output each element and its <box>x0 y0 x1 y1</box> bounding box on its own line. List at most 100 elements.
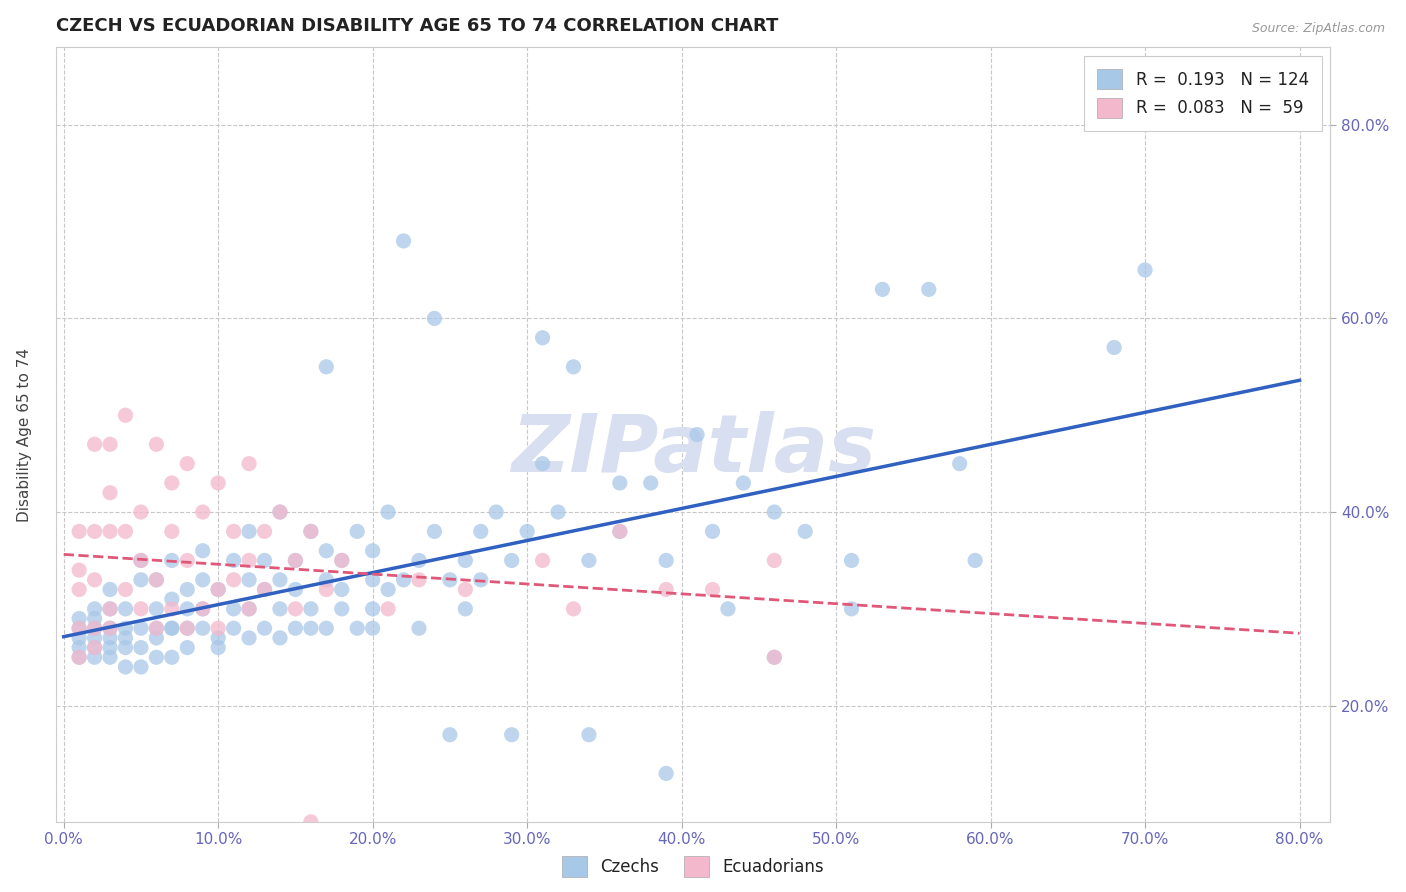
Point <box>253 582 276 597</box>
Point <box>114 640 136 655</box>
Point <box>562 359 585 374</box>
Point <box>67 650 90 665</box>
Point <box>98 621 121 635</box>
Point <box>408 621 430 635</box>
Point <box>330 582 353 597</box>
Point <box>98 640 121 655</box>
Point <box>83 640 105 655</box>
Point <box>423 524 446 539</box>
Point <box>872 282 894 296</box>
Point <box>176 602 198 616</box>
Point <box>1133 263 1156 277</box>
Point <box>578 553 600 567</box>
Point <box>439 728 461 742</box>
Point <box>269 505 291 519</box>
Point <box>98 631 121 645</box>
Point <box>160 650 183 665</box>
Point <box>145 573 167 587</box>
Point <box>299 602 322 616</box>
Point <box>531 553 554 567</box>
Point <box>114 409 136 423</box>
Point <box>794 524 817 539</box>
Point <box>253 582 276 597</box>
Point <box>145 650 167 665</box>
Point <box>655 553 678 567</box>
Point <box>129 553 152 567</box>
Point <box>98 485 121 500</box>
Point <box>98 602 121 616</box>
Point <box>160 621 183 635</box>
Point <box>470 524 492 539</box>
Point <box>578 728 600 742</box>
Point <box>299 814 322 829</box>
Point <box>408 573 430 587</box>
Point <box>207 475 229 490</box>
Point <box>408 553 430 567</box>
Point <box>392 573 415 587</box>
Point <box>640 475 662 490</box>
Text: CZECH VS ECUADORIAN DISABILITY AGE 65 TO 74 CORRELATION CHART: CZECH VS ECUADORIAN DISABILITY AGE 65 TO… <box>56 17 779 35</box>
Point <box>763 505 786 519</box>
Point <box>83 573 105 587</box>
Point <box>67 631 90 645</box>
Point <box>315 543 337 558</box>
Point <box>145 621 167 635</box>
Point <box>238 457 260 471</box>
Point <box>361 573 384 587</box>
Point <box>299 524 322 539</box>
Point <box>67 650 90 665</box>
Point <box>207 582 229 597</box>
Point <box>315 621 337 635</box>
Point <box>330 602 353 616</box>
Point <box>238 631 260 645</box>
Point <box>176 582 198 597</box>
Point <box>315 582 337 597</box>
Point <box>841 602 863 616</box>
Point <box>129 640 152 655</box>
Text: ZIPatlas: ZIPatlas <box>510 411 876 489</box>
Point <box>191 621 214 635</box>
Point <box>145 602 167 616</box>
Point <box>129 505 152 519</box>
Point <box>330 553 353 567</box>
Point <box>346 524 368 539</box>
Point <box>346 621 368 635</box>
Point <box>702 582 724 597</box>
Point <box>114 524 136 539</box>
Point <box>717 602 740 616</box>
Point <box>129 660 152 674</box>
Point <box>299 621 322 635</box>
Point <box>454 553 477 567</box>
Point <box>191 573 214 587</box>
Point <box>98 650 121 665</box>
Point <box>609 475 631 490</box>
Point <box>83 611 105 625</box>
Point <box>253 621 276 635</box>
Point <box>129 573 152 587</box>
Point <box>145 573 167 587</box>
Point <box>129 553 152 567</box>
Point <box>562 602 585 616</box>
Point <box>299 524 322 539</box>
Point <box>191 543 214 558</box>
Point <box>655 582 678 597</box>
Point <box>423 311 446 326</box>
Point <box>377 582 399 597</box>
Point <box>207 640 229 655</box>
Point <box>114 582 136 597</box>
Point <box>686 427 709 442</box>
Point <box>83 640 105 655</box>
Point <box>470 573 492 587</box>
Point <box>269 602 291 616</box>
Point <box>83 524 105 539</box>
Point <box>392 234 415 248</box>
Point <box>253 553 276 567</box>
Point <box>238 602 260 616</box>
Point <box>114 660 136 674</box>
Point <box>98 582 121 597</box>
Point <box>98 602 121 616</box>
Point <box>531 457 554 471</box>
Point <box>83 621 105 635</box>
Point <box>67 524 90 539</box>
Point <box>609 524 631 539</box>
